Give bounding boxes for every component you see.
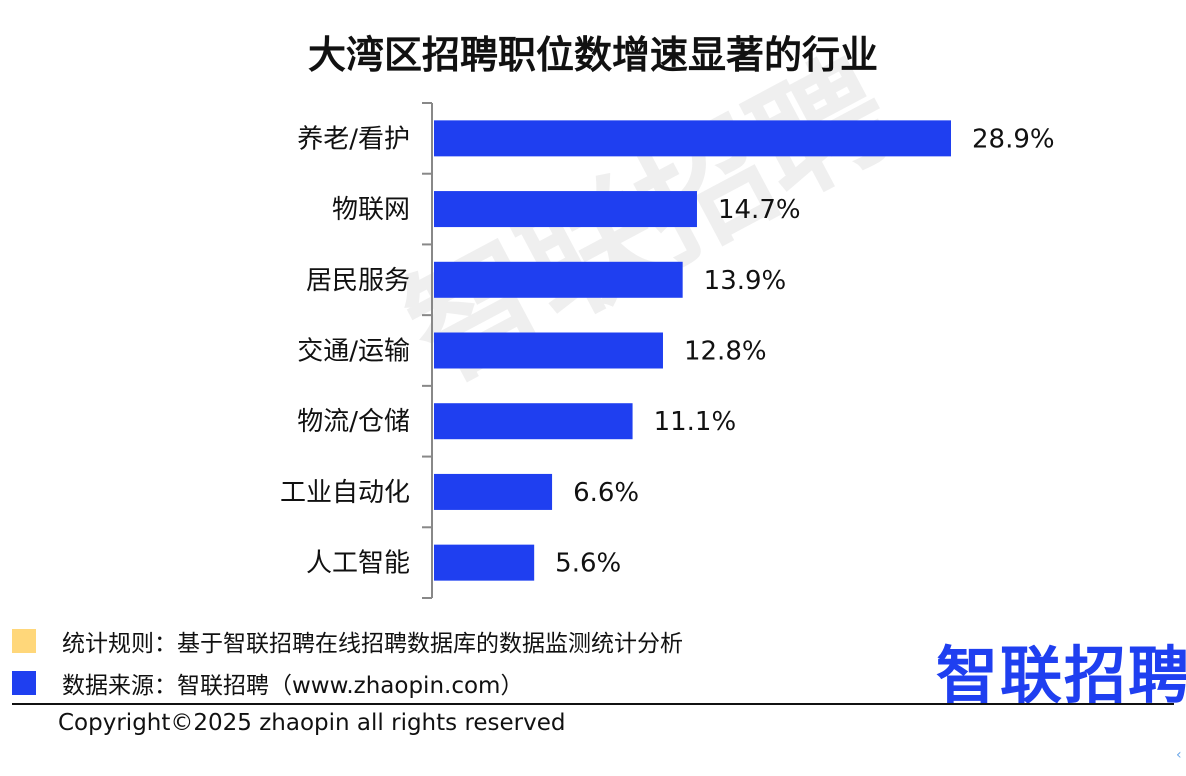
bar xyxy=(434,403,633,440)
category-label: 物联网 xyxy=(332,195,410,225)
stat-rule-text: 统计规则：基于智联招聘在线招聘数据库的数据监测统计分析 xyxy=(62,631,683,657)
bar xyxy=(434,544,535,581)
category-label: 人工智能 xyxy=(306,549,410,579)
chart-title: 大湾区招聘职位数增速显著的行业 xyxy=(307,33,878,77)
bar xyxy=(434,332,663,369)
footer-divider xyxy=(12,703,1174,705)
category-label: 居民服务 xyxy=(306,266,410,296)
zhaopin-logo: 智联招聘 xyxy=(936,639,1186,712)
category-label: 工业自动化 xyxy=(280,478,410,508)
data-label: 5.6% xyxy=(555,549,621,579)
category-label: 交通/运输 xyxy=(297,337,410,367)
category-label: 养老/看护 xyxy=(297,124,410,154)
data-label: 11.1% xyxy=(654,407,737,437)
category-label: 物流/仓储 xyxy=(297,407,410,437)
copyright-text: Copyright©2025 zhaopin all rights reserv… xyxy=(58,710,566,736)
stat-rule-swatch xyxy=(12,629,36,653)
data-label: 12.8% xyxy=(684,337,767,367)
bar xyxy=(434,191,697,228)
data-label: 14.7% xyxy=(718,195,801,225)
bar xyxy=(434,120,951,157)
bar xyxy=(434,261,683,298)
data-source-note: 数据来源：智联招聘（www.zhaopin.com） xyxy=(12,666,523,700)
data-label: 28.9% xyxy=(972,124,1055,154)
stat-rule-note: 统计规则：基于智联招聘在线招聘数据库的数据监测统计分析 xyxy=(12,624,683,658)
data-label: 6.6% xyxy=(573,478,639,508)
bar xyxy=(434,473,553,510)
data-label: 13.9% xyxy=(704,266,787,296)
data-source-swatch xyxy=(12,671,36,695)
data-source-text: 数据来源：智联招聘（www.zhaopin.com） xyxy=(62,673,524,699)
chevron-left-icon[interactable]: ‹ xyxy=(1176,747,1182,763)
bar-chart: 养老/看护 28.9% 物联网 14.7% 居民服务 13.9% 交通/运输 12.8% 物流/… xyxy=(280,102,1055,599)
